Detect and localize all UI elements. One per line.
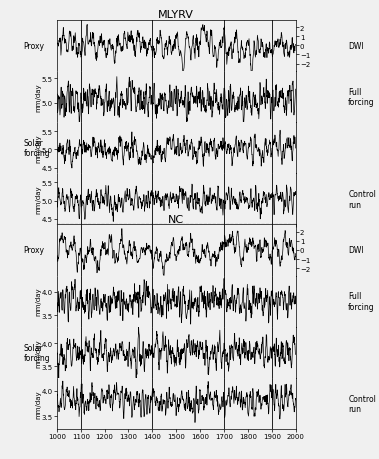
Title: MLYRV: MLYRV xyxy=(158,10,194,20)
Text: DWI: DWI xyxy=(348,42,364,50)
Y-axis label: mm/day: mm/day xyxy=(36,338,42,367)
Text: Control
run: Control run xyxy=(348,190,376,209)
Y-axis label: mm/day: mm/day xyxy=(36,134,42,162)
Text: Full
forcing: Full forcing xyxy=(348,88,375,107)
Text: Proxy: Proxy xyxy=(23,42,44,50)
Y-axis label: mm/day: mm/day xyxy=(36,389,42,418)
Y-axis label: mm/day: mm/day xyxy=(36,185,42,213)
Text: Solar
forcing: Solar forcing xyxy=(23,343,50,362)
Y-axis label: mm/day: mm/day xyxy=(36,83,42,112)
Text: DWI: DWI xyxy=(348,246,364,255)
Text: Control
run: Control run xyxy=(348,394,376,413)
Title: NC: NC xyxy=(168,214,184,224)
Text: Proxy: Proxy xyxy=(23,246,44,255)
Y-axis label: mm/day: mm/day xyxy=(36,287,42,316)
Text: Full
forcing: Full forcing xyxy=(348,292,375,311)
Text: Solar
forcing: Solar forcing xyxy=(23,139,50,158)
